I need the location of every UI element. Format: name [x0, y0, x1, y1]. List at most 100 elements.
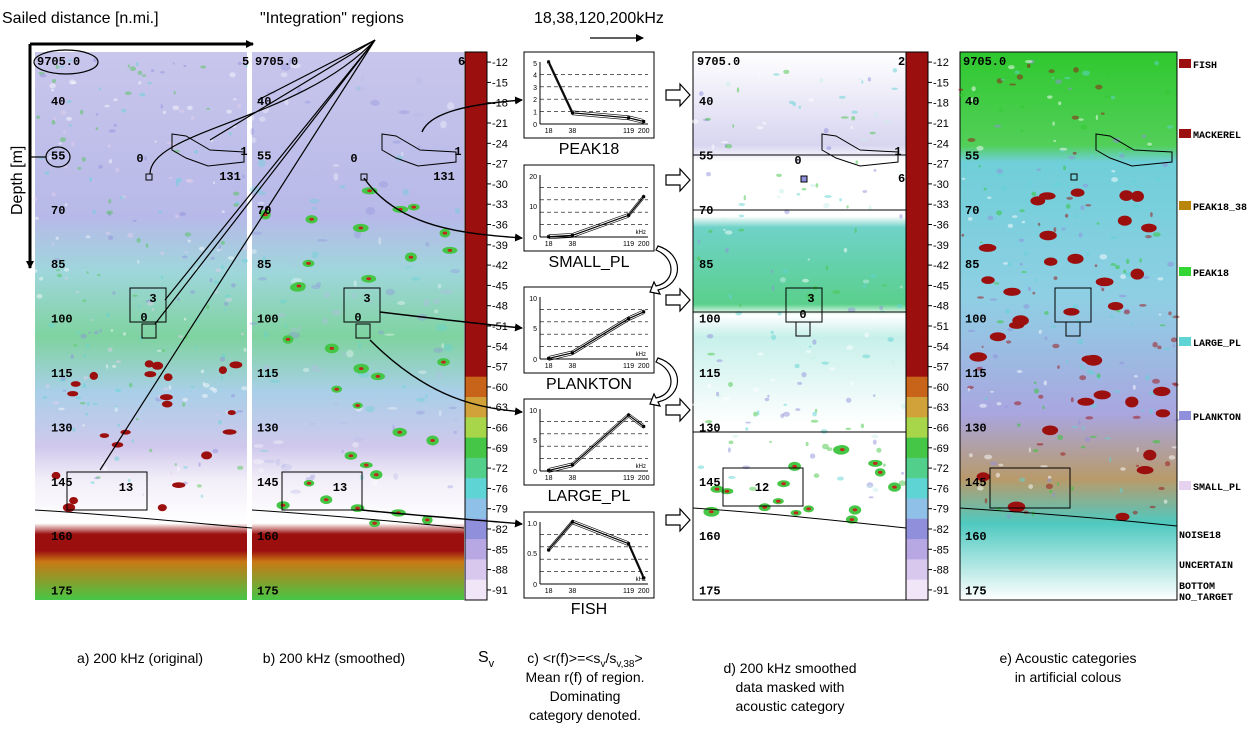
edge-label-d: 2 [898, 55, 905, 69]
caption-c2: Mean r(f) of region. [525, 669, 644, 685]
colorbar-tick: -39 [933, 240, 949, 252]
colorbar-tick: -21 [492, 118, 508, 130]
legend-swatch [1179, 267, 1191, 276]
depth-tick-d: 145 [699, 476, 721, 490]
region-label-a: 0 [136, 152, 143, 166]
legend-swatch [1179, 129, 1191, 138]
chart-ymin: 0 [533, 357, 537, 364]
colorbar-tick: -18 [492, 98, 508, 110]
legend-swatch [1179, 481, 1191, 490]
colorbar-tick: -33 [492, 199, 508, 211]
colorbar-tick: -88 [933, 565, 949, 577]
chart-point [642, 120, 646, 123]
legend-label: LARGE_PL [1193, 339, 1241, 350]
chart-unit: kHz [636, 352, 646, 358]
legend-label: FISH [1193, 61, 1217, 72]
depth-tick-d: 70 [699, 204, 713, 218]
edge-label-b: 6 [458, 55, 465, 69]
region-boxes-a [66, 133, 245, 511]
depth-tick-b: 130 [257, 421, 279, 435]
legend-label: NOISE18 [1179, 531, 1221, 542]
colorbar-tick: -30 [933, 179, 949, 191]
colorbar-tick: -39 [492, 240, 508, 252]
depth-tick-e: 160 [965, 530, 987, 544]
depth-tick-b: 145 [257, 476, 279, 490]
colorbar-tick: -21 [933, 118, 949, 130]
panel-b-speckle [247, 57, 461, 528]
region-label-d: 1 [894, 145, 901, 159]
chart-point [627, 542, 631, 546]
caption-d3: acoustic category [736, 698, 845, 714]
chart-ytick: 5 [533, 438, 537, 445]
depth-tick-d: 40 [699, 95, 713, 109]
chart-ytick: 10 [529, 204, 537, 211]
bottom-line-e [959, 507, 1178, 527]
chart-unit: kHz [636, 577, 646, 583]
chart-label: FISH [571, 601, 607, 618]
frequencies-label: 18,38,120,200kHz [534, 10, 664, 27]
chart-point [642, 424, 646, 428]
colorbar-tick: -36 [492, 220, 508, 232]
chart-label: LARGE_PL [548, 488, 631, 505]
region-label-d: 0 [794, 154, 801, 168]
colorbar-tick: -51 [933, 321, 949, 333]
depth-tick-e: 100 [965, 313, 987, 327]
distance-label-b: 9705.0 [255, 55, 298, 69]
distance-label-a: 9705.0 [37, 55, 80, 69]
colorbar-tick: -57 [933, 362, 949, 374]
chart-ytick: 3 [533, 85, 537, 92]
chart-ymax: 10 [529, 296, 537, 303]
chart-label: PEAK18 [559, 141, 620, 158]
caption-e2: in artificial colous [1015, 669, 1122, 685]
depth-tick-e: 115 [965, 367, 987, 381]
depth-tick-b: 40 [257, 95, 271, 109]
chart-point [627, 213, 631, 217]
depth-tick-d: 160 [699, 530, 721, 544]
panel-b-echogram [247, 52, 464, 600]
chart-xtick: 200 [638, 475, 650, 482]
bottom-line-d [692, 507, 907, 529]
chart-point [642, 310, 646, 314]
depth-tick-b: 70 [257, 204, 271, 218]
legend-swatch [1179, 337, 1191, 346]
colorbar-tick: -76 [933, 483, 949, 495]
colorbar-tick: -79 [492, 504, 508, 516]
region-label-b: 3 [363, 292, 370, 306]
colorbar-tick: -91 [933, 585, 949, 597]
chart-xtick: 200 [638, 128, 650, 135]
chart-ymin: 0 [533, 122, 537, 129]
depth-tick-a: 175 [51, 585, 73, 599]
colorbar-tick: -88 [492, 565, 508, 577]
depth-tick-a: 130 [51, 421, 73, 435]
colorbar-tick: -24 [492, 138, 508, 150]
caption-c4: category denoted. [529, 707, 641, 723]
integration-regions-label: "Integration" regions [260, 10, 404, 27]
region-label-d: 12 [755, 481, 769, 495]
depth-tick-e: 40 [965, 95, 979, 109]
edge-label-d2: 6 [898, 172, 905, 186]
chart-ymin: 0 [533, 235, 537, 242]
depth-tick-e: 55 [965, 149, 979, 163]
depth-tick-d: 85 [699, 258, 713, 272]
region-boxes-d [722, 133, 899, 507]
depth-tick-a: 55 [51, 149, 65, 163]
chart-xtick: 200 [638, 588, 650, 595]
colorbar-b: -12 -15 -18 -21 -24 -27 -30 -33 -36 -39 -42 -45 -48 -… [464, 51, 508, 601]
colorbar-tick: -57 [492, 362, 508, 374]
chart-ytick: 2 [533, 97, 537, 104]
region-label-a: 0 [140, 311, 147, 325]
chart-ytick: 5 [533, 326, 537, 333]
region-label-b: 0 [350, 152, 357, 166]
chart-unit: kHz [636, 464, 646, 470]
colorbar-tick: -79 [933, 504, 949, 516]
chart-point [627, 317, 631, 321]
chart-xtick: 200 [638, 241, 650, 248]
caption-a: a) 200 kHz (original) [77, 650, 203, 666]
depth-tick-e: 145 [965, 476, 987, 490]
chart-point [642, 576, 646, 580]
chart-point [570, 111, 574, 115]
depth-tick-a: 115 [51, 367, 73, 381]
colorbar-tick: -36 [933, 220, 949, 232]
